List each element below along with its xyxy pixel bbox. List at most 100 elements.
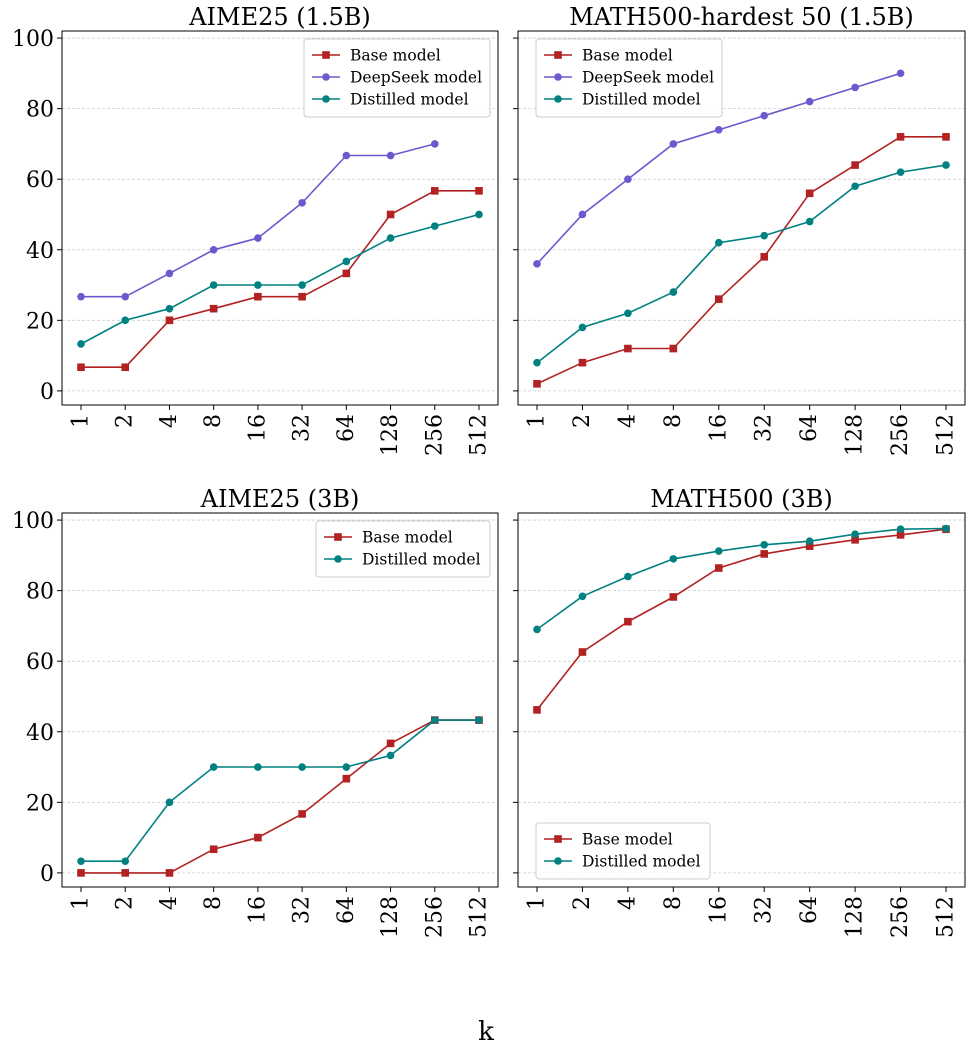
legend-frame bbox=[303, 38, 491, 118]
chart-panel-1: 0 20 40 60 80 100 1 2 4 8 16 32 64 128 256 512 AIME25 (1… bbox=[12, 3, 499, 456]
x-tick-label: 512 bbox=[467, 414, 492, 456]
data-point-base bbox=[165, 869, 174, 877]
data-point-base bbox=[942, 133, 950, 141]
series-line-base bbox=[536, 528, 947, 711]
x-tick-label: 256 bbox=[888, 414, 913, 456]
legend-marker-deepseek bbox=[554, 73, 562, 81]
x-tick-label: 32 bbox=[752, 414, 777, 442]
data-point-distilled bbox=[298, 763, 306, 771]
x-tick-label: 4 bbox=[157, 896, 182, 910]
x-tick-label: 512 bbox=[934, 896, 959, 938]
legend-marker-distilled bbox=[334, 555, 342, 563]
data-point-deepseek bbox=[714, 125, 723, 134]
data-point-distilled bbox=[760, 231, 769, 240]
data-point-deepseek bbox=[298, 199, 306, 207]
x-tick-label: 32 bbox=[290, 414, 315, 442]
x-tick-label: 1 bbox=[69, 896, 94, 910]
data-point-distilled bbox=[77, 857, 85, 866]
series-line-distilled bbox=[536, 527, 947, 631]
x-tick-label: 256 bbox=[422, 414, 447, 456]
data-point-base bbox=[805, 189, 814, 198]
data-point-distilled bbox=[165, 304, 174, 313]
data-point-base bbox=[669, 344, 678, 353]
data-point-distilled bbox=[475, 210, 483, 219]
data-point-base bbox=[298, 292, 306, 301]
data-point-deepseek bbox=[760, 111, 769, 120]
series-line-distilled bbox=[80, 213, 480, 345]
data-point-deepseek bbox=[624, 175, 632, 183]
data-point-deepseek bbox=[386, 151, 395, 160]
data-point-distilled bbox=[624, 572, 632, 581]
data-point-base bbox=[430, 187, 439, 195]
x-tick-label: 64 bbox=[797, 414, 822, 442]
data-point-distilled bbox=[805, 217, 814, 226]
data-point-base bbox=[760, 253, 769, 261]
x-tick-label: 128 bbox=[378, 414, 403, 456]
data-point-distilled bbox=[578, 592, 587, 601]
data-point-base bbox=[714, 564, 723, 572]
y-tick-label: 40 bbox=[26, 721, 54, 746]
x-tick-label: 2 bbox=[570, 896, 595, 910]
legend-marker-distilled bbox=[554, 857, 562, 865]
data-point-base bbox=[121, 869, 130, 877]
legend-label-distilled: Distilled model bbox=[350, 91, 469, 109]
data-point-distilled bbox=[533, 358, 541, 367]
data-point-base bbox=[386, 739, 395, 748]
x-tick-label: 16 bbox=[245, 896, 270, 924]
data-point-deepseek bbox=[430, 140, 439, 148]
x-tick-label: 2 bbox=[113, 896, 138, 910]
data-point-base bbox=[209, 304, 218, 313]
data-point-base bbox=[851, 161, 859, 169]
data-point-distilled bbox=[165, 798, 174, 807]
data-point-distilled bbox=[624, 309, 632, 318]
data-point-distilled bbox=[851, 182, 859, 191]
x-tick-label: 32 bbox=[290, 896, 315, 924]
x-tick-label: 256 bbox=[422, 896, 447, 938]
data-point-base bbox=[77, 363, 85, 372]
data-point-distilled bbox=[578, 323, 587, 332]
legend-marker-base bbox=[554, 51, 562, 59]
data-point-distilled bbox=[669, 555, 678, 563]
y-tick-label: 40 bbox=[26, 239, 54, 264]
chart-title: AIME25 (1.5B) bbox=[188, 3, 371, 31]
legend: Base model Distilled model bbox=[535, 822, 711, 880]
y-tick-label: 20 bbox=[26, 309, 54, 334]
x-tick-label: 256 bbox=[888, 896, 913, 938]
data-point-distilled bbox=[669, 288, 678, 296]
data-point-distilled bbox=[430, 222, 439, 230]
data-point-base bbox=[669, 593, 678, 601]
x-tick-label: 4 bbox=[157, 414, 182, 428]
x-tick-label: 512 bbox=[934, 414, 959, 456]
legend-marker-base bbox=[554, 835, 562, 843]
data-point-distilled bbox=[714, 547, 723, 555]
legend-label-distilled: Distilled model bbox=[582, 853, 701, 871]
data-point-base bbox=[254, 292, 262, 301]
x-tick-label: 8 bbox=[201, 896, 226, 910]
data-point-base bbox=[342, 774, 351, 783]
data-point-base bbox=[896, 531, 905, 539]
x-tick-label: 128 bbox=[843, 414, 868, 456]
data-point-base bbox=[342, 269, 351, 278]
data-point-distilled bbox=[760, 540, 769, 549]
x-tick-label: 512 bbox=[467, 896, 492, 938]
legend-label-base: Base model bbox=[582, 831, 673, 849]
axes-frame bbox=[61, 512, 499, 888]
data-point-base bbox=[896, 133, 905, 141]
legend: Base model DeepSeek model Distilled model bbox=[535, 38, 723, 118]
x-tick-label: 16 bbox=[706, 414, 731, 442]
x-tick-label: 64 bbox=[797, 896, 822, 924]
x-tick-label: 1 bbox=[69, 414, 94, 428]
series-line-base bbox=[81, 719, 479, 874]
axes-frame bbox=[517, 512, 966, 888]
data-point-distilled bbox=[209, 763, 218, 771]
chart-panel-2: 1 2 4 8 16 32 64 128 256 512 MATH500-hardest 50 (1… bbox=[513, 3, 966, 456]
data-point-distilled bbox=[209, 281, 218, 289]
data-point-distilled bbox=[77, 340, 85, 348]
data-point-base bbox=[475, 187, 483, 195]
data-point-deepseek bbox=[851, 83, 859, 92]
y-tick-label: 80 bbox=[26, 98, 54, 123]
data-point-distilled bbox=[942, 524, 950, 533]
legend-marker-base bbox=[334, 533, 342, 541]
data-point-distilled bbox=[805, 537, 814, 546]
